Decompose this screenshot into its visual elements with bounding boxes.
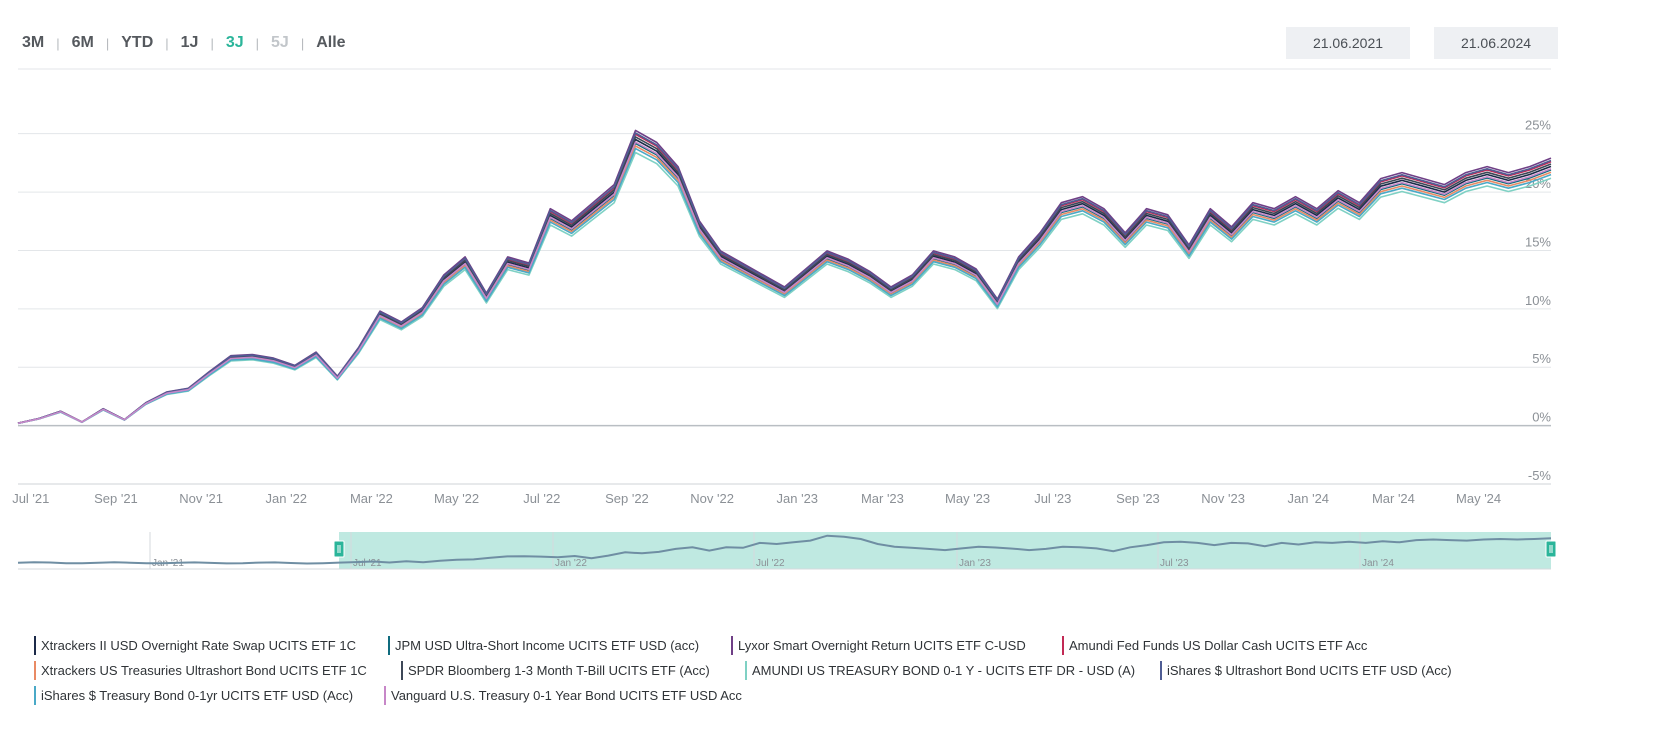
series-line <box>17 141 1552 425</box>
x-tick-label: May '24 <box>1456 491 1501 506</box>
x-tick-label: Jan '23 <box>777 491 819 506</box>
x-tick-label: Mar '22 <box>350 491 393 506</box>
navigator[interactable]: Jan '21 Jul '21 Jan '22 Jul '22 Jan '23 Jul '… <box>17 532 1557 570</box>
navigator-label: Jul '22 <box>756 558 785 569</box>
x-tick-label: Jul '23 <box>1034 491 1071 506</box>
range-button-1j[interactable]: 1J <box>180 34 199 51</box>
range-separator: | <box>165 35 169 51</box>
x-tick-label: Mar '24 <box>1372 491 1415 506</box>
series-line <box>17 138 1552 425</box>
legend-item[interactable]: SPDR Bloomberg 1-3 Month T-Bill UCITS ET… <box>401 661 710 680</box>
range-separator: | <box>105 35 110 51</box>
series-line <box>17 132 1552 424</box>
legend-item[interactable]: Lyxor Smart Overnight Return UCITS ETF C… <box>731 636 1026 655</box>
series-line <box>17 145 1552 425</box>
date-from-input[interactable]: 21.06.2021 <box>1286 27 1410 59</box>
x-axis-labels: Jul '21 Sep '21 Nov '21 Jan '22 Mar '22 May '… <box>12 491 1501 506</box>
x-tick-label: Nov '23 <box>1201 491 1245 506</box>
x-tick-label: Jan '24 <box>1288 491 1330 506</box>
x-tick-label: May '23 <box>945 491 990 506</box>
y-tick-label: 5% <box>1532 351 1551 366</box>
navigator-handle-left[interactable] <box>333 540 345 558</box>
x-tick-label: Jan '22 <box>266 491 308 506</box>
range-button-ytd[interactable]: YTD <box>121 34 154 51</box>
x-tick-label: Nov '22 <box>690 491 734 506</box>
x-tick-label: Sep '22 <box>605 491 649 506</box>
range-button-5j[interactable]: 5J <box>271 34 289 51</box>
range-button-6m[interactable]: 6M <box>71 34 94 51</box>
y-tick-label: 25% <box>1525 118 1551 133</box>
series-line <box>17 136 1552 425</box>
navigator-label: Jan '22 <box>555 558 587 569</box>
series-line <box>17 129 1552 424</box>
legend-item[interactable]: Xtrackers US Treasuries Ultrashort Bond … <box>34 661 367 680</box>
legend-item[interactable]: Vanguard U.S. Treasury 0-1 Year Bond UCI… <box>384 686 742 705</box>
y-axis-labels: -5%0%5%10%15%20%25% <box>1525 118 1551 483</box>
range-selector: 3M | 6M | YTD | 1J | 3J | 5J | Alle <box>20 30 348 56</box>
navigator-label: Jul '23 <box>1160 558 1189 569</box>
x-tick-label: Nov '21 <box>179 491 223 506</box>
range-separator: | <box>210 35 214 51</box>
navigator-label: Jan '23 <box>959 558 991 569</box>
legend-item[interactable]: Amundi Fed Funds US Dollar Cash UCITS ET… <box>1062 636 1367 655</box>
series-line <box>17 142 1552 425</box>
y-tick-label: 10% <box>1525 293 1551 308</box>
series-line <box>17 151 1552 425</box>
x-tick-label: Mar '23 <box>861 491 904 506</box>
range-separator: | <box>300 35 305 51</box>
legend-item[interactable]: iShares $ Ultrashort Bond UCITS ETF USD … <box>1160 661 1452 680</box>
navigator-series <box>17 534 1552 565</box>
range-button-alle[interactable]: Alle <box>316 34 346 51</box>
series-line <box>17 133 1552 424</box>
range-separator: | <box>56 35 60 51</box>
y-tick-label: 15% <box>1525 234 1551 249</box>
range-separator: | <box>255 35 260 51</box>
x-tick-label: May '22 <box>434 491 479 506</box>
x-tick-label: Sep '23 <box>1116 491 1160 506</box>
x-tick-label: Jul '22 <box>523 491 560 506</box>
navigator-label: Jan '24 <box>1362 558 1394 569</box>
range-button-3j[interactable]: 3J <box>225 34 244 51</box>
range-button-3m[interactable]: 3M <box>22 34 45 51</box>
y-tick-label: -5% <box>1528 468 1552 483</box>
x-tick-label: Sep '21 <box>94 491 138 506</box>
y-tick-label: 0% <box>1532 410 1551 425</box>
navigator-label: Jul '21 <box>353 558 382 569</box>
legend-item[interactable]: AMUNDI US TREASURY BOND 0-1 Y - UCITS ET… <box>745 661 1135 680</box>
x-tick-label: Jul '21 <box>12 491 49 506</box>
legend-item[interactable]: JPM USD Ultra-Short Income UCITS ETF USD… <box>388 636 699 655</box>
legend-item[interactable]: Xtrackers II USD Overnight Rate Swap UCI… <box>34 636 356 655</box>
date-to-input[interactable]: 21.06.2024 <box>1434 27 1558 59</box>
series-lines <box>17 129 1552 425</box>
series-line <box>17 147 1552 425</box>
navigator-handle-right[interactable] <box>1545 540 1557 558</box>
grid-lines <box>18 133 1551 485</box>
legend-item[interactable]: iShares $ Treasury Bond 0-1yr UCITS ETF … <box>34 686 353 705</box>
